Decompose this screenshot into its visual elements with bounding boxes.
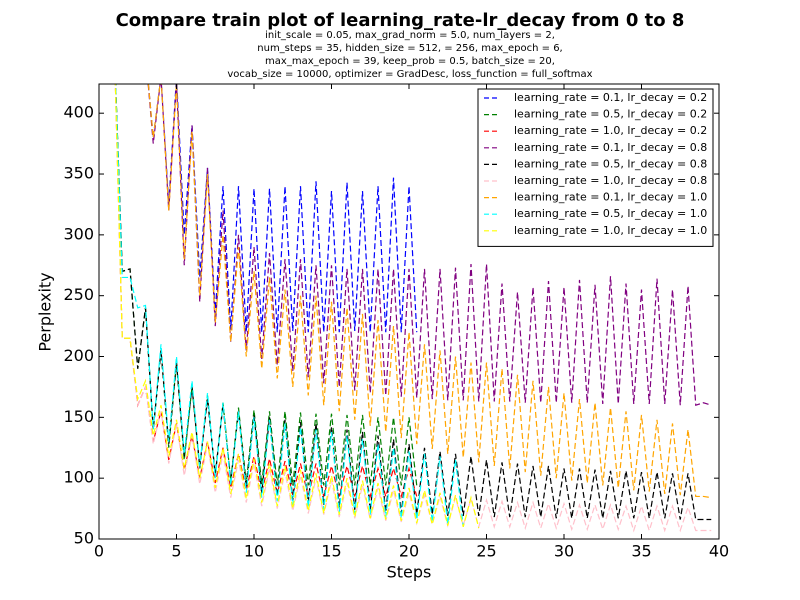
y-tick-label: 400 [63,103,94,122]
legend-label: learning_rate = 0.1, lr_decay = 0.2 [514,91,707,104]
series-line [147,84,712,499]
y-tick-label: 200 [63,346,94,365]
subtitle: vocab_size = 10000, optimizer = GradDesc… [227,69,592,80]
x-tick-label: 10 [244,542,264,561]
subtitle: max_max_epoch = 39, keep_prob = 0.5, bat… [265,56,555,67]
x-axis-label: Steps [387,563,432,582]
y-axis-label: Perplexity [36,272,55,351]
x-tick-label: 35 [631,542,651,561]
y-tick-label: 300 [63,224,94,243]
legend-label: learning_rate = 1.0, lr_decay = 0.8 [514,174,707,187]
plot-area [114,84,712,533]
series-line [114,84,480,529]
y-tick-label: 50 [74,529,94,548]
legend-label: learning_rate = 0.5, lr_decay = 1.0 [514,207,707,220]
legend: learning_rate = 0.1, lr_decay = 0.2 learn… [477,88,714,247]
series-line [114,84,464,527]
x-tick-label: 20 [399,542,419,561]
series-line [115,84,418,486]
subtitle: num_steps = 35, hidden_size = 512, = 256… [257,43,562,54]
legend-label: learning_rate = 0.1, lr_decay = 1.0 [514,191,707,204]
y-tick-label: 100 [63,468,94,487]
y-tick-label: 250 [63,285,94,304]
legend-label: learning_rate = 0.5, lr_decay = 0.2 [514,108,707,121]
plot-frame [98,83,720,540]
y-tick-label: 150 [63,407,94,426]
subtitle: init_scale = 0.05, max_grad_norm = 5.0, … [265,30,555,41]
chart-title: Compare train plot of learning_rate-lr_d… [116,10,685,31]
y-tick-label: 350 [63,164,94,183]
x-tick-label: 5 [171,542,181,561]
x-tick-label: 25 [476,542,496,561]
legend-label: learning_rate = 0.1, lr_decay = 0.8 [514,141,707,154]
legend-label: learning_rate = 0.5, lr_decay = 0.8 [514,157,707,170]
x-tick-label: 0 [94,542,104,561]
legend-box [477,88,714,247]
x-tick-label: 15 [321,542,341,561]
x-tick-label: 40 [709,542,729,561]
x-tick-label: 30 [554,542,574,561]
legend-label: learning_rate = 1.0, lr_decay = 0.2 [514,124,707,137]
axes: 0 5 10 15 20 25 30 35 40 50 100 150 200 250 300 350 400 [63,84,729,561]
legend-label: learning_rate = 1.0, lr_decay = 1.0 [514,224,707,237]
